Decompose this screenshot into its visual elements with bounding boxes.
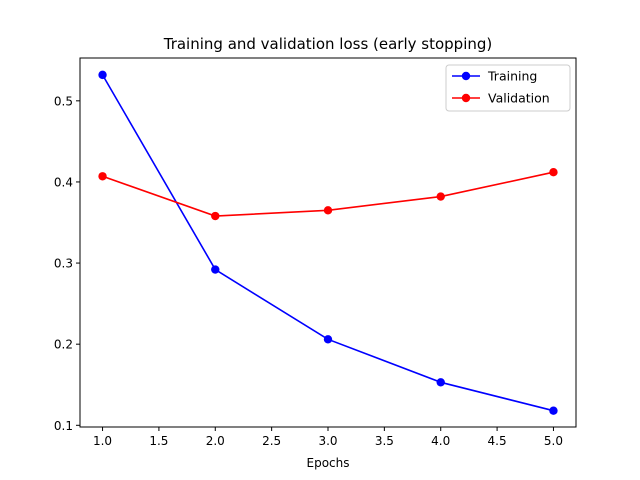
legend-validation-marker (461, 93, 471, 103)
legend-training-marker (461, 71, 471, 81)
axes: 1.0 1.5 2.0 2.5 3.0 3.5 4.0 4.5 5.0 0.1 0.2 0.3 0.4 0… (54, 57, 577, 448)
validation-point-5 (549, 168, 558, 177)
x-axis-label: Epochs (307, 456, 350, 470)
y-tick-label: 0.4 (54, 175, 73, 189)
training-point-4 (436, 378, 445, 387)
x-tick-label: 2.0 (206, 434, 225, 448)
plot-area (98, 70, 558, 415)
x-tick-label: 4.0 (431, 434, 450, 448)
training-point-2 (211, 265, 220, 274)
y-tick-label: 0.1 (54, 419, 73, 433)
training-point-5 (549, 406, 558, 415)
x-tick-label: 1.0 (93, 434, 112, 448)
training-loss-line (101, 74, 554, 412)
x-tick-label: 2.5 (262, 434, 281, 448)
validation-point-2 (211, 211, 220, 221)
legend-validation-label: Validation (488, 91, 550, 106)
x-tick-label: 1.5 (149, 434, 168, 448)
y-tick-label: 0.5 (54, 94, 73, 108)
x-tick-label: 5.0 (544, 434, 563, 448)
plot-frame (79, 57, 577, 428)
legend-training-label: Training (487, 69, 537, 84)
x-tick-label: 3.5 (375, 434, 394, 448)
y-tick-label: 0.2 (54, 338, 73, 352)
x-tick-label: 4.5 (488, 434, 507, 448)
validation-point-1 (98, 172, 107, 181)
y-tick-label: 0.3 (54, 257, 73, 271)
legend: Training Validation (445, 64, 571, 112)
training-point-3 (323, 335, 333, 344)
x-tick-label: 3.0 (318, 434, 337, 448)
validation-point-3 (323, 206, 333, 215)
training-point-1 (98, 70, 107, 80)
chart-title: Training and validation loss (early stop… (163, 35, 493, 53)
validation-point-4 (436, 192, 445, 201)
